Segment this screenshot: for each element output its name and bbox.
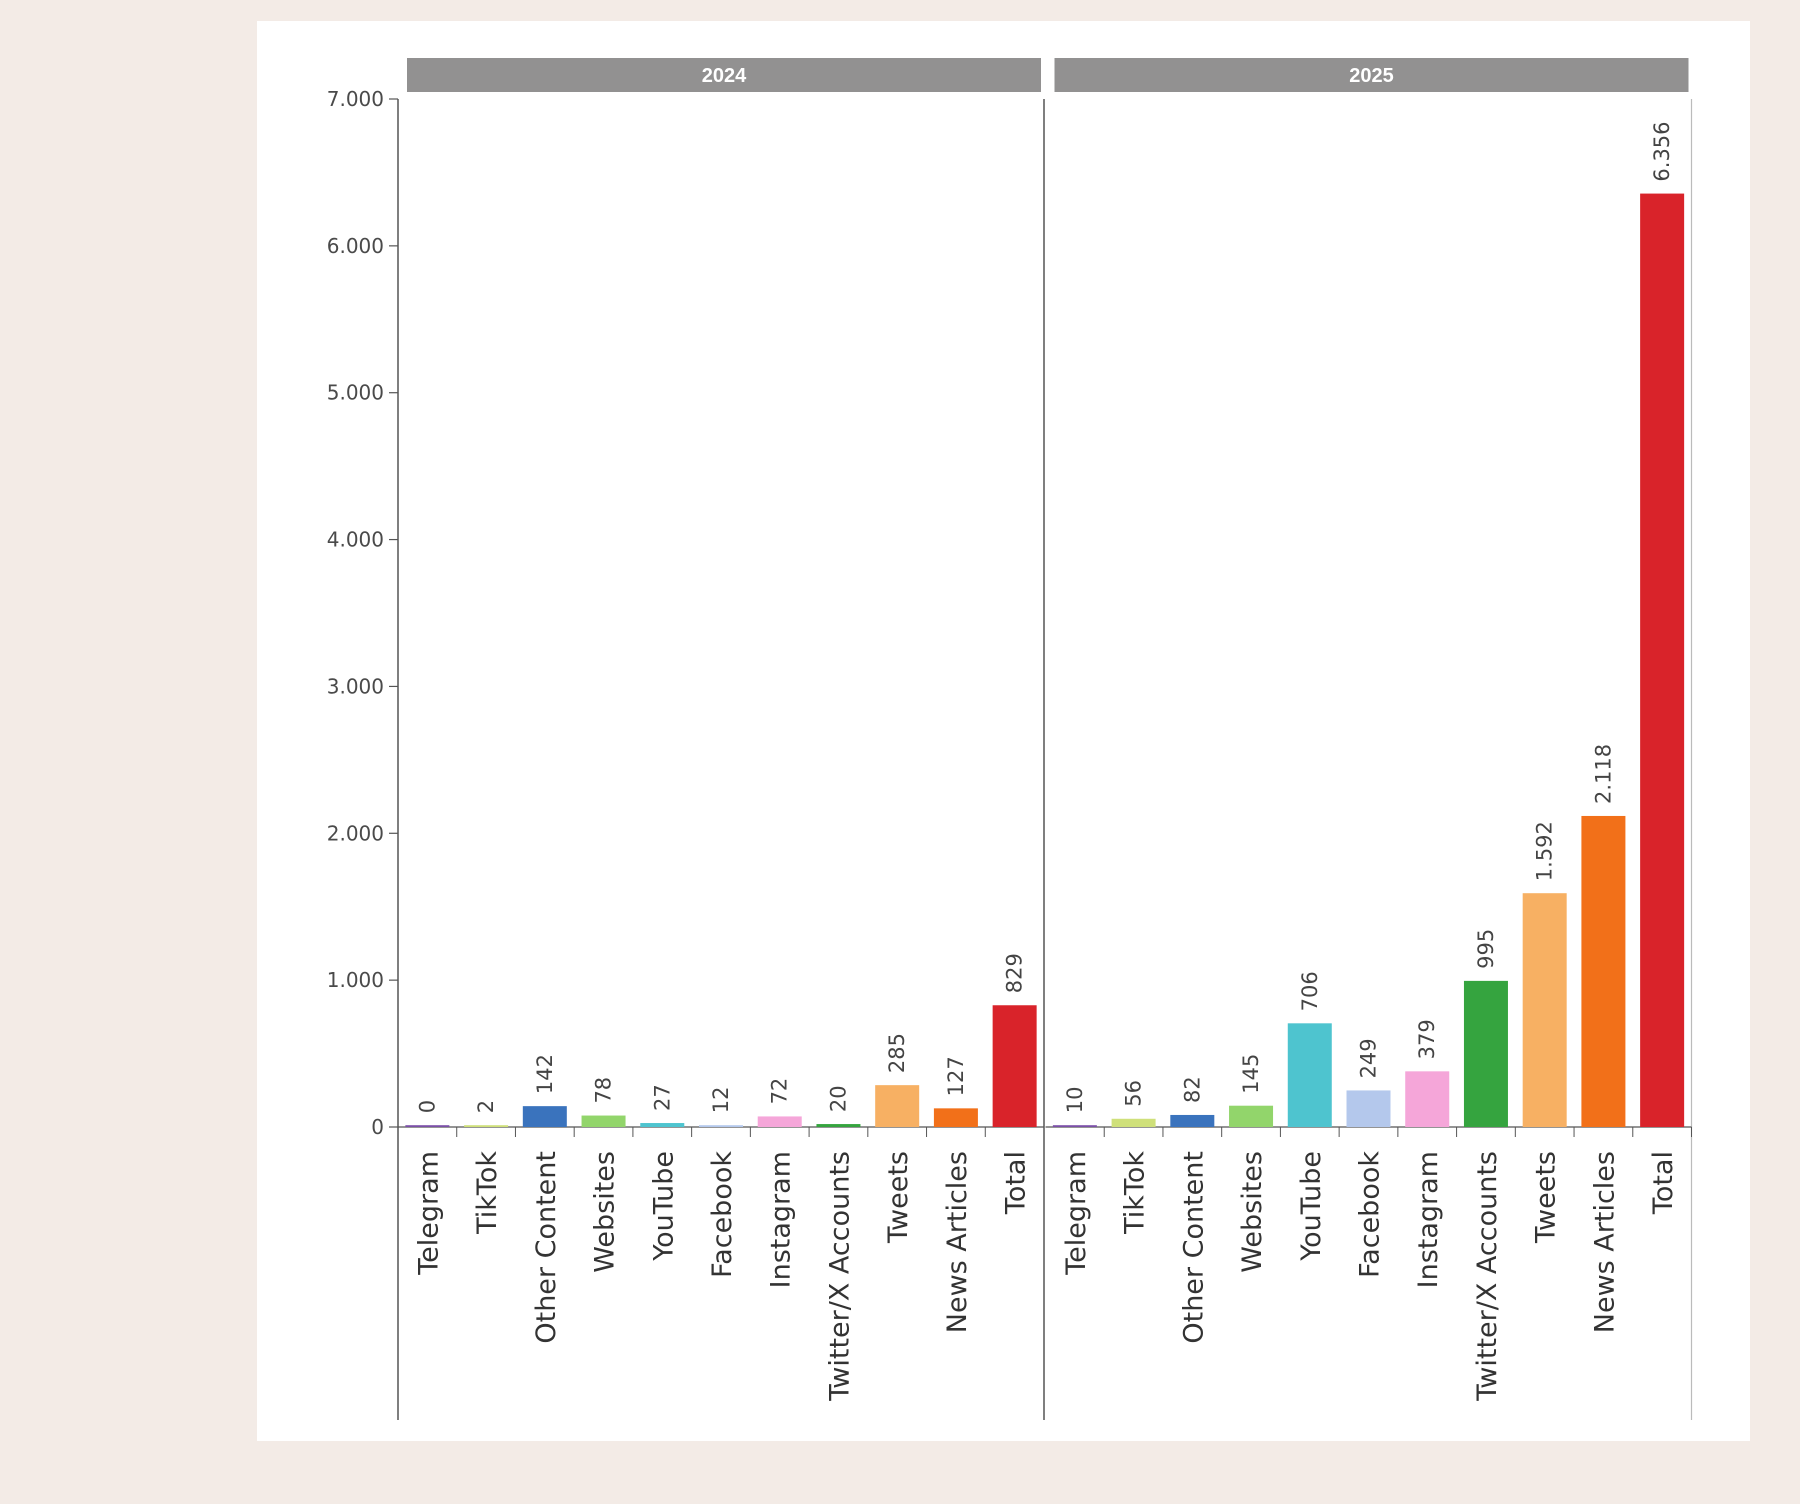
value-label: 379 [1415,1019,1439,1059]
y-tick-label: 2.000 [327,821,384,845]
category-label: Tweets [883,1151,914,1244]
category-label: Twitter/X Accounts [824,1151,855,1402]
bar-2025-tiktok [1111,1118,1156,1127]
bar-2025-other-content [1170,1114,1215,1127]
y-tick-label: 6.000 [327,234,384,258]
bar-2025-instagram [1405,1071,1450,1127]
value-label: 2 [474,1100,498,1113]
chart-panels: 2024 0 Telegram 2 TikTok 142 Other Content 78 We… [398,58,1693,1420]
panel-header-label: 2024 [702,65,747,87]
bar-2025-websites [1229,1105,1274,1127]
value-label: 82 [1180,1076,1204,1103]
category-label: Telegram [413,1151,444,1276]
category-label: Facebook [707,1151,738,1278]
category-label: Facebook [1355,1151,1386,1278]
bar-2024-tweets [875,1085,920,1127]
panel-2025: 2025 10 Telegram 56 TikTok 82 Other Content 145… [1045,58,1693,1420]
category-label: Websites [590,1151,621,1273]
y-tick-label: 4.000 [327,528,384,552]
bar-2025-tweets [1522,893,1567,1127]
y-tick-label: 1.000 [327,968,384,992]
value-label: 6.356 [1650,121,1674,181]
bar-2024-news-articles [933,1108,978,1127]
category-label: Telegram [1061,1151,1092,1276]
bar-2024-telegram [405,1125,450,1127]
bar-2025-facebook [1346,1090,1391,1127]
bar-2025-telegram [1052,1125,1097,1127]
y-tick-label: 7.000 [327,87,384,111]
category-label: Websites [1237,1151,1268,1273]
y-axis: 0 1.000 2.000 3.000 4.000 5.000 6.000 7.000 [327,87,399,1420]
y-tick-label: 3.000 [327,674,384,698]
bar-2025-youtube [1287,1023,1332,1127]
panel-header [1054,58,1689,92]
y-tick-label: 0 [371,1115,384,1139]
y-tick-label: 5.000 [327,381,384,405]
panel-header [407,58,1041,92]
bar-2024-websites [581,1115,626,1127]
category-label: News Articles [1589,1151,1620,1333]
category-label: YouTube [648,1151,679,1262]
category-label: Other Content [1178,1151,1209,1344]
value-label: 27 [650,1084,674,1111]
category-label: Total [1001,1151,1032,1215]
chart-card: 0 1.000 2.000 3.000 4.000 5.000 6.000 7.000 202… [257,21,1750,1441]
bar-2024-tiktok [464,1125,509,1127]
value-label: 20 [826,1085,850,1112]
value-label: 285 [885,1033,909,1073]
bar-2024-instagram [757,1116,802,1127]
category-label: Instagram [766,1151,797,1288]
value-label: 829 [1003,953,1027,993]
value-label: 72 [768,1078,792,1105]
category-label: Tweets [1531,1151,1562,1244]
bar-2024-facebook [699,1125,743,1127]
value-label: 78 [592,1077,616,1104]
bar-2025-news-articles [1581,815,1626,1127]
value-label: 142 [533,1054,557,1094]
value-label: 56 [1122,1080,1146,1107]
category-label: Twitter/X Accounts [1472,1151,1503,1402]
panel-2024: 2024 0 Telegram 2 TikTok 142 Other Content 78 We… [398,58,1045,1420]
category-label: TikTok [1120,1151,1151,1235]
value-label: 995 [1474,929,1498,969]
value-label: 1.592 [1533,821,1557,881]
bar-2024-total [992,1005,1037,1127]
value-label: 2.118 [1591,744,1615,804]
bar-2024-youtube [640,1123,685,1127]
category-label: Other Content [531,1151,562,1344]
bar-2024-other-content [522,1106,567,1127]
category-label: News Articles [942,1151,973,1333]
panel-header-label: 2025 [1349,65,1394,87]
bar-2024-twitter-x-accounts [816,1124,861,1127]
value-label: 10 [1063,1086,1087,1113]
bar-2025-total [1640,193,1685,1128]
value-label: 12 [709,1086,733,1113]
value-label: 0 [415,1100,439,1113]
value-label: 145 [1239,1054,1263,1094]
value-label: 706 [1298,971,1322,1011]
value-label: 249 [1357,1038,1381,1078]
category-label: TikTok [472,1151,503,1235]
category-label: YouTube [1296,1151,1327,1262]
value-label: 127 [944,1056,968,1096]
bar-2025-twitter-x-accounts [1463,980,1508,1127]
category-label: Instagram [1413,1151,1444,1288]
category-label: Total [1648,1151,1679,1215]
